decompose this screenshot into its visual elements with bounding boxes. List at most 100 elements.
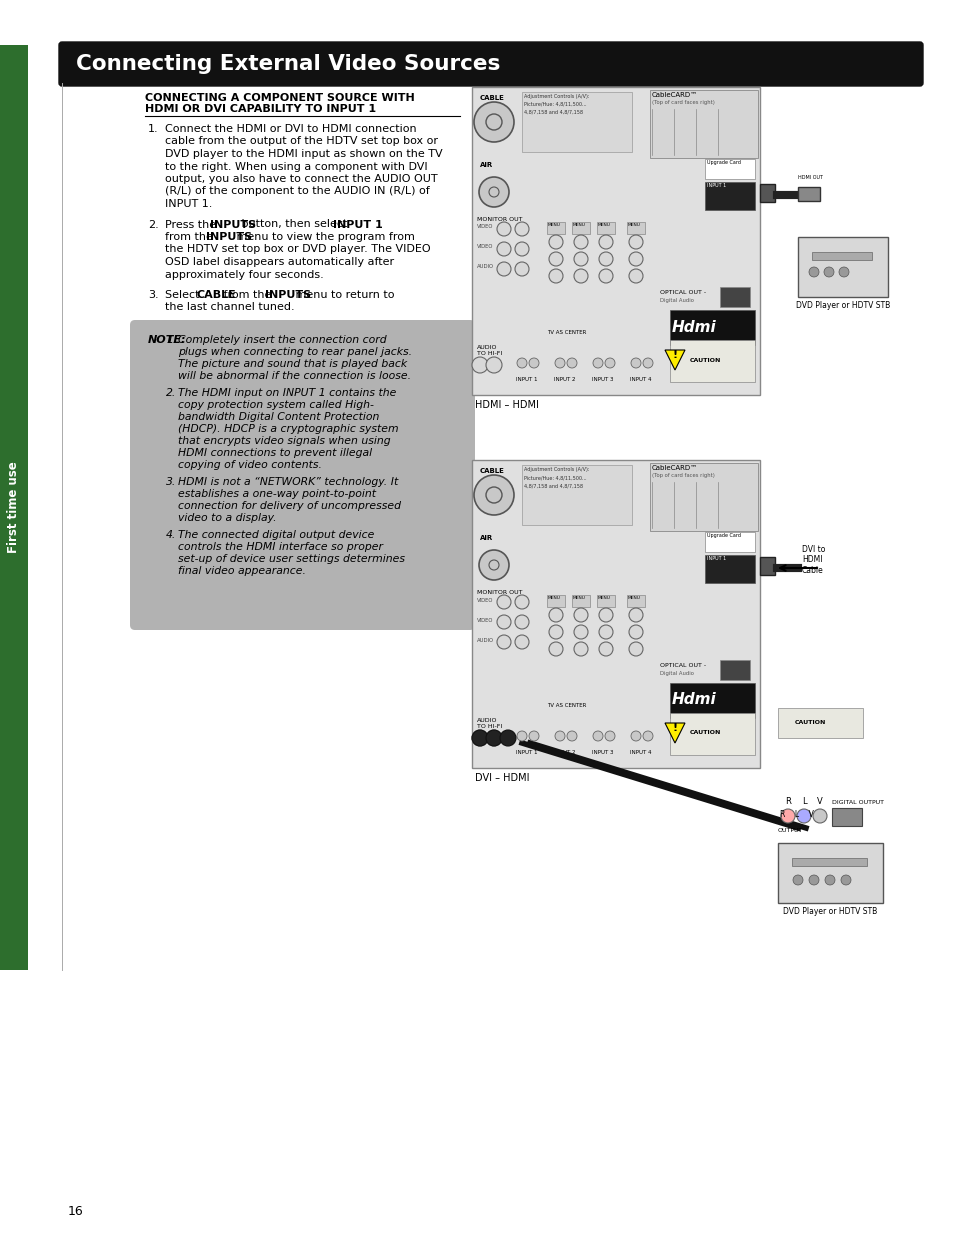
Text: V: V — [817, 797, 822, 806]
Circle shape — [841, 876, 850, 885]
Text: (R/L) of the component to the AUDIO IN (R/L) of: (R/L) of the component to the AUDIO IN (… — [165, 186, 429, 196]
Circle shape — [529, 731, 538, 741]
Text: MENU: MENU — [598, 224, 610, 227]
Text: connection for delivery of uncompressed: connection for delivery of uncompressed — [178, 501, 400, 511]
Circle shape — [515, 242, 529, 256]
Text: CABLE: CABLE — [479, 468, 504, 474]
Circle shape — [574, 642, 587, 656]
Bar — [597, 595, 615, 606]
Circle shape — [515, 595, 529, 609]
Bar — [669, 713, 754, 755]
Text: Digital Audio: Digital Audio — [659, 298, 693, 303]
Circle shape — [478, 177, 509, 207]
Bar — [669, 310, 754, 345]
FancyBboxPatch shape — [59, 42, 923, 86]
Text: INPUT 2: INPUT 2 — [554, 750, 576, 755]
Text: CABLE: CABLE — [196, 290, 236, 300]
Text: OSD label disappears automatically after: OSD label disappears automatically after — [165, 257, 394, 267]
Circle shape — [472, 730, 488, 746]
Text: 3.: 3. — [166, 477, 176, 487]
Text: 3.: 3. — [148, 290, 158, 300]
Text: controls the HDMI interface so proper: controls the HDMI interface so proper — [178, 542, 382, 552]
Text: Hdmi: Hdmi — [671, 320, 716, 335]
Text: Connect the HDMI or DVI to HDMI connection: Connect the HDMI or DVI to HDMI connecti… — [165, 124, 416, 135]
Circle shape — [548, 269, 562, 283]
Circle shape — [838, 267, 848, 277]
Text: INPUTS: INPUTS — [211, 220, 256, 230]
Circle shape — [642, 358, 652, 368]
Circle shape — [566, 731, 577, 741]
Text: approximately four seconds.: approximately four seconds. — [165, 269, 323, 279]
Circle shape — [497, 262, 511, 275]
Text: INPUTS: INPUTS — [265, 290, 311, 300]
Text: CAUTION: CAUTION — [794, 720, 825, 725]
Text: The connected digital output device: The connected digital output device — [178, 530, 374, 540]
Text: set-up of device user settings determines: set-up of device user settings determine… — [178, 555, 405, 564]
Circle shape — [598, 608, 613, 622]
Circle shape — [574, 235, 587, 249]
Text: MENU: MENU — [547, 597, 560, 600]
Text: OPTICAL OUT -: OPTICAL OUT - — [659, 663, 705, 668]
Text: INPUT 3: INPUT 3 — [592, 377, 613, 382]
Text: HDMI connections to prevent illegal: HDMI connections to prevent illegal — [178, 448, 372, 458]
Circle shape — [497, 635, 511, 650]
Text: Completely insert the connection cord: Completely insert the connection cord — [178, 335, 386, 345]
Text: copying of video contents.: copying of video contents. — [178, 459, 322, 471]
Text: R    L    V: R L V — [780, 810, 813, 819]
Text: OPTICAL OUT -: OPTICAL OUT - — [659, 290, 705, 295]
Circle shape — [485, 357, 501, 373]
Bar — [649, 463, 758, 531]
Circle shape — [517, 358, 526, 368]
Bar — [791, 858, 866, 866]
Text: copy protection system called High-: copy protection system called High- — [178, 400, 374, 410]
Circle shape — [472, 357, 488, 373]
Circle shape — [497, 222, 511, 236]
Bar — [546, 595, 564, 606]
Bar — [778, 708, 862, 739]
Text: 2.: 2. — [166, 388, 176, 398]
Circle shape — [598, 252, 613, 266]
Text: menu to return to: menu to return to — [292, 290, 395, 300]
Circle shape — [497, 615, 511, 629]
Text: MENU: MENU — [627, 597, 640, 600]
Text: AIR: AIR — [479, 535, 493, 541]
Text: Hdmi: Hdmi — [671, 693, 716, 708]
Circle shape — [593, 358, 602, 368]
Text: the HDTV set top box or DVD player. The VIDEO: the HDTV set top box or DVD player. The … — [165, 245, 430, 254]
Text: AUDIO: AUDIO — [476, 637, 494, 642]
Text: CAUTION: CAUTION — [689, 730, 720, 736]
Circle shape — [574, 625, 587, 638]
Circle shape — [598, 235, 613, 249]
Text: First time use: First time use — [8, 462, 20, 553]
Text: will be abnormal if the connection is loose.: will be abnormal if the connection is lo… — [178, 370, 411, 382]
Text: menu to view the program from: menu to view the program from — [233, 232, 415, 242]
Text: CableCARD™: CableCARD™ — [651, 91, 698, 98]
Text: Adjustment Controls (A/V):: Adjustment Controls (A/V): — [523, 467, 589, 472]
FancyBboxPatch shape — [130, 320, 475, 630]
Text: HDMI is not a “NETWORK” technology. It: HDMI is not a “NETWORK” technology. It — [178, 477, 397, 487]
Text: 1.: 1. — [148, 124, 158, 135]
Circle shape — [808, 876, 818, 885]
Bar — [472, 86, 760, 395]
Bar — [811, 252, 871, 261]
Text: DVD Player or HDTV STB: DVD Player or HDTV STB — [795, 301, 889, 310]
Text: VIDEO: VIDEO — [476, 225, 493, 230]
Circle shape — [472, 730, 488, 746]
Text: CableCARD™: CableCARD™ — [651, 466, 698, 471]
Text: establishes a one-way point-to-point: establishes a one-way point-to-point — [178, 489, 375, 499]
Text: Adjustment Controls (A/V):: Adjustment Controls (A/V): — [523, 94, 589, 99]
Circle shape — [628, 642, 642, 656]
Text: 1.: 1. — [166, 335, 176, 345]
Bar — [472, 459, 760, 768]
Bar — [521, 91, 631, 152]
Circle shape — [574, 269, 587, 283]
Text: HDMI – HDMI: HDMI – HDMI — [475, 400, 538, 410]
Text: AUDIO
TO HI-FI: AUDIO TO HI-FI — [476, 718, 501, 729]
Text: Picture/Hue: 4,8/11,500...: Picture/Hue: 4,8/11,500... — [523, 103, 586, 107]
Circle shape — [574, 252, 587, 266]
Text: VIDEO: VIDEO — [476, 598, 493, 603]
Text: Select: Select — [165, 290, 203, 300]
Text: button, then select: button, then select — [237, 220, 351, 230]
Text: VIDEO: VIDEO — [476, 618, 493, 622]
Circle shape — [630, 358, 640, 368]
